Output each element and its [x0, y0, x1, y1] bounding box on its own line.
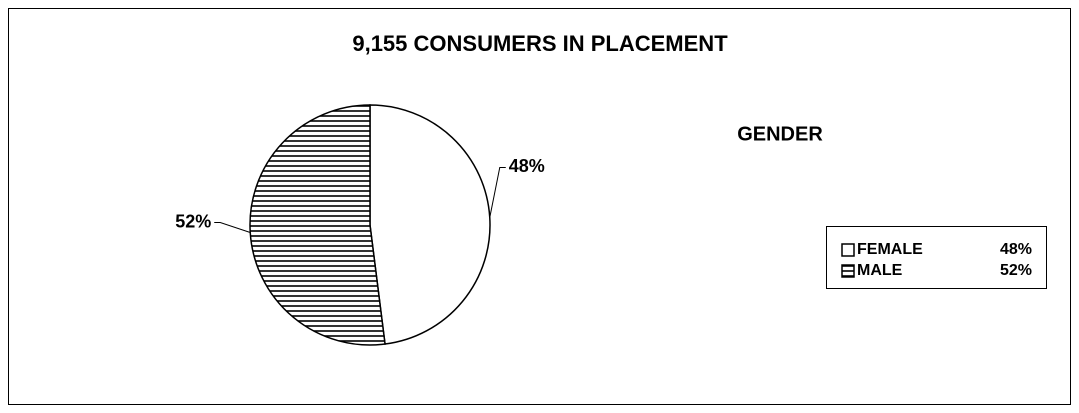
chart-border — [8, 8, 1071, 405]
chart-title: 9,155 CONSUMERS IN PLACEMENT — [352, 31, 728, 56]
data-label: 48% — [509, 156, 545, 176]
data-label: 52% — [175, 211, 211, 231]
legend-swatch — [841, 264, 855, 278]
legend-swatch — [841, 243, 855, 257]
legend-value: 48% — [1000, 241, 1032, 258]
legend-label: MALE — [857, 262, 903, 279]
chart-subtitle: GENDER — [737, 123, 823, 145]
legend-value: 52% — [1000, 262, 1032, 279]
leader-line — [214, 222, 251, 234]
leader-line — [489, 166, 506, 218]
pie-slice — [249, 104, 386, 346]
legend-box — [826, 226, 1047, 289]
legend-label: FEMALE — [857, 241, 923, 258]
